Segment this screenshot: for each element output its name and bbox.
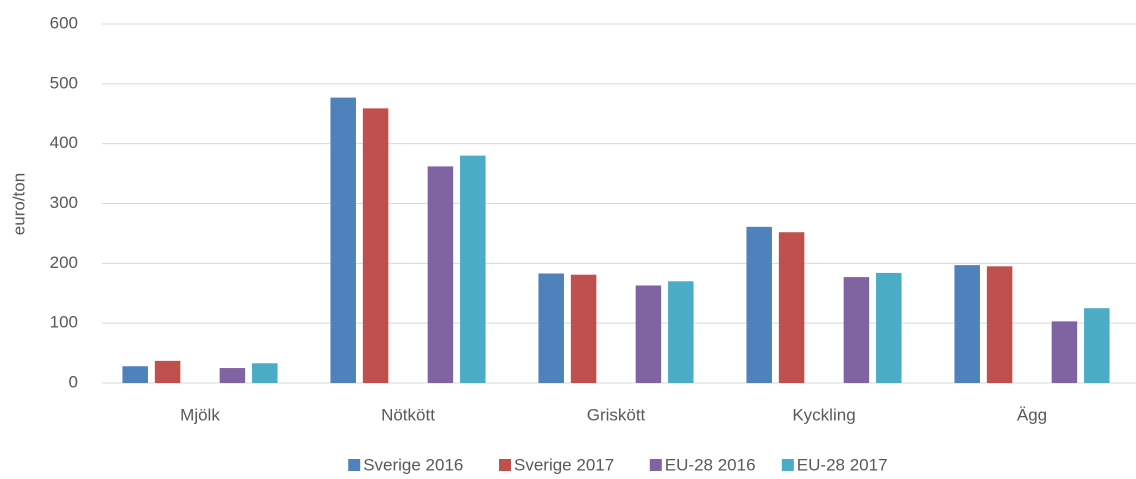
bar	[746, 226, 772, 383]
legend-label: EU-28 2017	[797, 455, 888, 474]
legend-label: Sverige 2017	[514, 455, 614, 474]
x-tick-label: Nötkött	[381, 405, 435, 424]
bar	[954, 265, 980, 383]
bar	[843, 277, 870, 383]
legend-swatch	[781, 459, 794, 471]
y-tick-label: 100	[50, 313, 78, 332]
x-tick-label: Mjölk	[180, 405, 220, 424]
x-tick-label: Kyckling	[792, 405, 855, 424]
bar	[219, 368, 246, 383]
y-tick-label: 0	[69, 372, 78, 391]
legend-swatch	[499, 459, 511, 471]
y-tick-label: 500	[50, 73, 78, 92]
bar	[778, 232, 805, 383]
bar	[876, 272, 902, 383]
legend-swatch	[649, 459, 662, 471]
y-tick-label: 200	[50, 253, 78, 272]
bar	[330, 97, 356, 383]
bar	[1051, 321, 1078, 383]
y-axis-label: euro/ton	[9, 173, 28, 235]
bar	[154, 360, 181, 383]
bar	[538, 273, 564, 383]
bar	[427, 166, 454, 383]
y-tick-label: 400	[50, 133, 78, 152]
bar	[986, 266, 1013, 383]
legend-swatch	[348, 459, 361, 471]
bar	[1084, 308, 1110, 383]
y-tick-label: 600	[50, 13, 78, 32]
legend-label: Sverige 2016	[363, 455, 463, 474]
bar	[460, 155, 486, 383]
bar	[635, 285, 662, 383]
x-tick-label: Ägg	[1017, 405, 1047, 424]
bar	[122, 366, 148, 383]
y-tick-label: 300	[50, 193, 78, 212]
bar	[362, 108, 389, 384]
bar	[252, 363, 278, 383]
x-tick-label: Griskött	[587, 405, 646, 424]
bar	[668, 281, 694, 383]
bar	[570, 274, 597, 383]
legend-label: EU-28 2016	[665, 455, 756, 474]
